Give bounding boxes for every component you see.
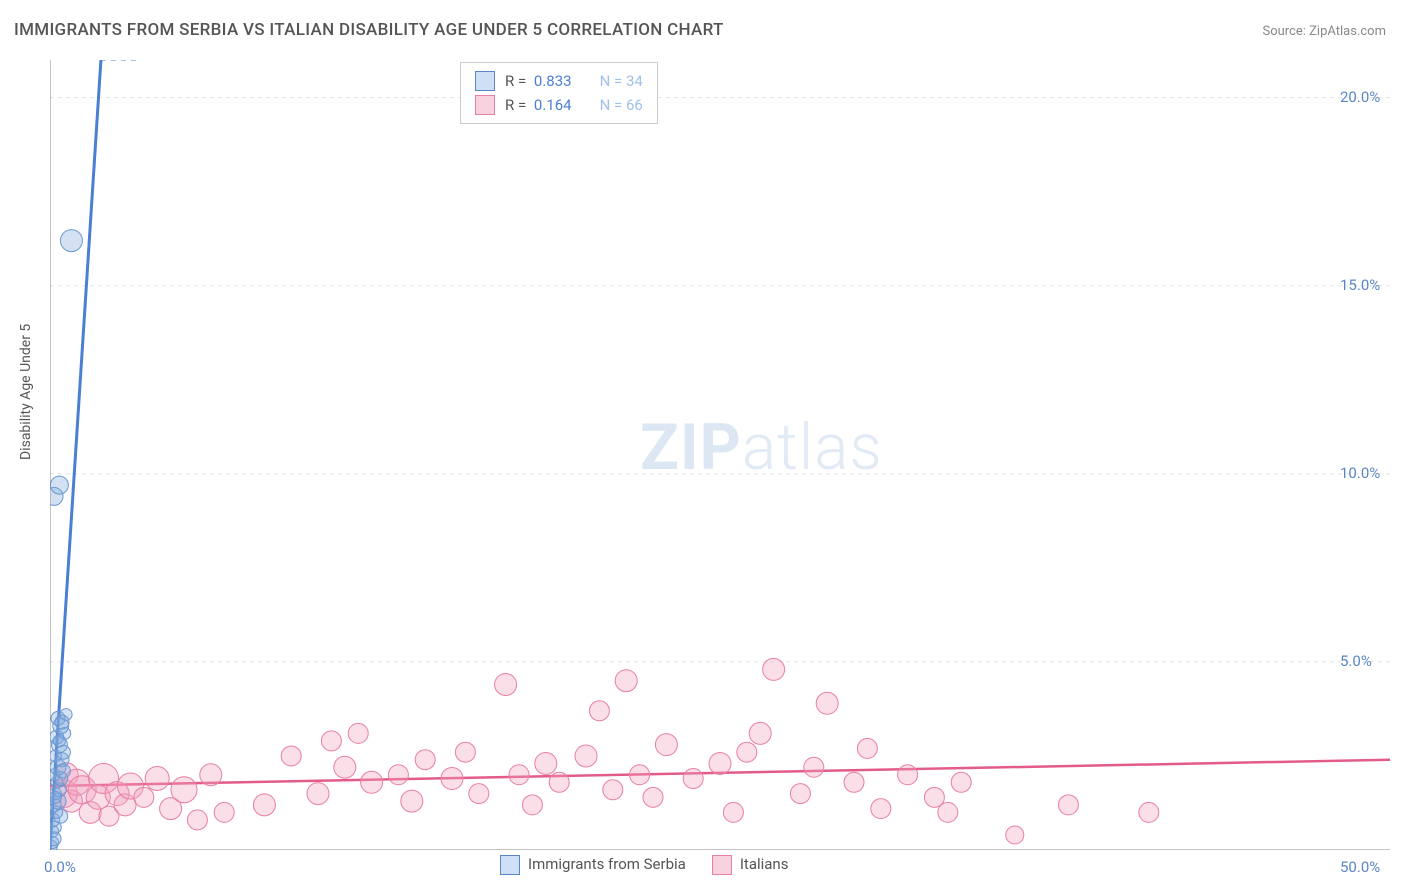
scatter-chart bbox=[50, 60, 1390, 850]
legend-swatch bbox=[475, 95, 495, 115]
axis-tick-label: 50.0% bbox=[1340, 858, 1380, 876]
axis-tick-label: 20.0% bbox=[1340, 88, 1380, 106]
axis-tick-label: 10.0% bbox=[1340, 464, 1380, 482]
legend-swatch bbox=[500, 855, 520, 875]
chart-svg bbox=[50, 60, 1390, 850]
axis-tick-label: 15.0% bbox=[1340, 276, 1380, 294]
legend-row: R = 0.164 N = 66 bbox=[475, 93, 643, 117]
legend-correlation: R = 0.833 N = 34 R = 0.164 N = 66 bbox=[460, 62, 658, 124]
axis-tick-label: 5.0% bbox=[1340, 652, 1372, 670]
y-axis-label: Disability Age Under 5 bbox=[18, 324, 34, 460]
axis-tick-label: 0.0% bbox=[44, 858, 76, 876]
legend-series: Immigrants from Serbia Italians bbox=[500, 855, 788, 875]
source-link[interactable]: ZipAtlas.com bbox=[1309, 24, 1386, 39]
legend-item: Immigrants from Serbia bbox=[500, 855, 686, 875]
legend-item: Italians bbox=[712, 855, 789, 875]
legend-swatch bbox=[475, 71, 495, 91]
source-attribution: Source: ZipAtlas.com bbox=[1262, 24, 1386, 39]
legend-row: R = 0.833 N = 34 bbox=[475, 69, 643, 93]
legend-swatch bbox=[712, 855, 732, 875]
chart-title: IMMIGRANTS FROM SERBIA VS ITALIAN DISABI… bbox=[14, 20, 724, 40]
